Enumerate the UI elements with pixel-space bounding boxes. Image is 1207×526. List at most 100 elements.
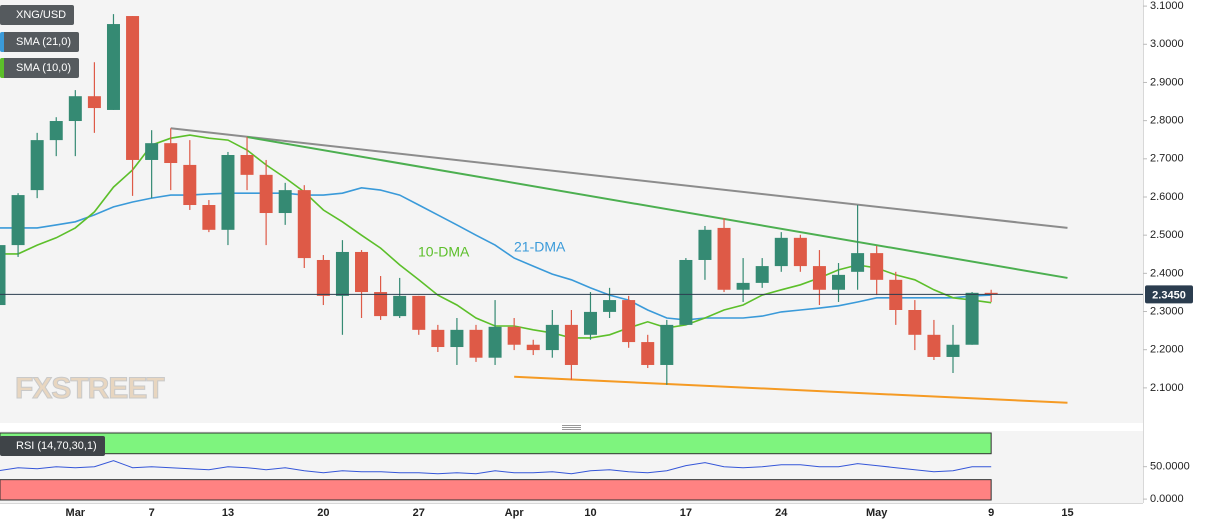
candle-body [755,266,769,283]
legend-sma10[interactable]: SMA (10,0) [0,58,80,78]
pane-splitter[interactable] [562,425,581,430]
watermark: FXSTREET [15,372,164,405]
candle-body [622,300,636,343]
candle-body [259,174,273,214]
rsi-pane [0,432,992,501]
main-pane: 10-DMA 21-DMA [0,14,1143,404]
candle-body [126,16,140,160]
x-tick-label: May [866,507,888,519]
y-tick-label: 2.9000 [1150,76,1184,88]
candle-body [30,140,44,191]
candle-body [526,344,540,351]
candle-body [431,329,445,348]
candle-body [278,190,292,214]
candle-body [660,324,674,365]
candle-body [984,292,998,295]
candle-body [507,326,521,345]
price-label: 2.3450 [1152,289,1186,301]
candle-body [488,326,502,358]
x-tick-label: Apr [505,507,525,519]
candle-body [68,96,82,122]
annotation: 21-DMA [514,239,566,255]
candle-body [297,190,311,259]
oversold-band [0,479,992,501]
x-tick-label: 13 [222,507,234,519]
candle-body [469,329,483,358]
candle-body [774,237,788,267]
candle-body [106,24,120,110]
candle-body [717,227,731,290]
candle-body [316,259,330,296]
candle-body [355,251,369,293]
candle-body [927,334,941,357]
candle-body [11,195,25,246]
candle-body [946,344,960,357]
x-tick-label: 20 [317,507,329,519]
y-tick-label: 2.3000 [1150,305,1184,317]
candle-body [889,279,903,310]
rsi-title[interactable]: RSI (14,70,30,1) [0,436,105,456]
x-tick-label: 24 [775,507,788,519]
y-tick-label: 2.6000 [1150,191,1184,203]
y-tick-label: 3.1000 [1150,0,1184,12]
x-tick-label: 27 [413,507,425,519]
y-tick-label: 2.4000 [1150,267,1184,279]
candle-body [812,266,826,290]
candle-body [412,295,426,330]
candle-body [145,143,159,160]
y-tick-label: 2.5000 [1150,229,1184,241]
x-tick-label: Mar [66,507,86,519]
candle-body [679,259,693,325]
y-tick-label: 2.1000 [1150,382,1184,394]
candle-body [221,154,235,230]
candle-body [965,292,979,345]
legend-symbol[interactable]: XNG/USD [0,5,75,25]
candle-body [832,274,846,290]
candle-body [335,251,349,296]
candle-body [641,342,655,365]
trendline [514,375,1068,404]
y-tick-label: 0.0000 [1150,493,1184,505]
candle-body [603,300,617,312]
x-tick-label: 15 [1061,507,1073,519]
x-tick-label: 9 [988,507,994,519]
x-tick-label: 7 [149,507,155,519]
annotation: 10-DMA [418,244,470,260]
candle-body [908,309,922,335]
x-tick-label: 10 [584,507,596,519]
rsi-line [0,460,992,475]
y-tick-label: 50.0000 [1150,461,1190,473]
legend-sma21[interactable]: SMA (21,0) [0,32,80,52]
candle-body [564,324,578,365]
candle-body [450,329,464,348]
candle-body [851,253,865,272]
candle-body [374,292,388,317]
candle-body [393,295,407,317]
candle-body [87,96,101,109]
x-tick-label: 17 [680,507,692,519]
candle-body [49,121,63,141]
candle-body [736,282,750,290]
candle-body [545,324,559,351]
candle-body [164,143,178,164]
y-tick-label: 2.7000 [1150,153,1184,165]
price-label-box [1145,285,1193,304]
axes: 2.1000 2.2000 2.3000 2.4000 2.5000 2.6000 2.70… [66,0,1193,519]
candle-body [240,154,254,175]
sma-line [0,186,992,321]
candle-body [0,245,6,306]
trendline [246,136,1068,279]
y-tick-label: 2.8000 [1150,115,1184,127]
overbought-band [0,432,992,455]
candle-body [202,205,216,230]
candle-body [793,237,807,267]
trendline [170,127,1068,229]
y-tick-label: 3.0000 [1150,38,1184,50]
candle-body [870,253,884,280]
candle-body [583,311,597,335]
candle-body [183,164,197,206]
candle-body [698,229,712,260]
y-tick-label: 2.2000 [1150,344,1184,356]
